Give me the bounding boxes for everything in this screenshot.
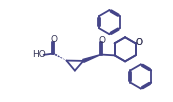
Text: O: O <box>50 35 57 44</box>
Text: O: O <box>135 38 142 47</box>
Text: O: O <box>135 38 142 47</box>
Text: O: O <box>98 36 105 45</box>
Polygon shape <box>83 55 101 62</box>
Text: HO: HO <box>32 50 46 59</box>
